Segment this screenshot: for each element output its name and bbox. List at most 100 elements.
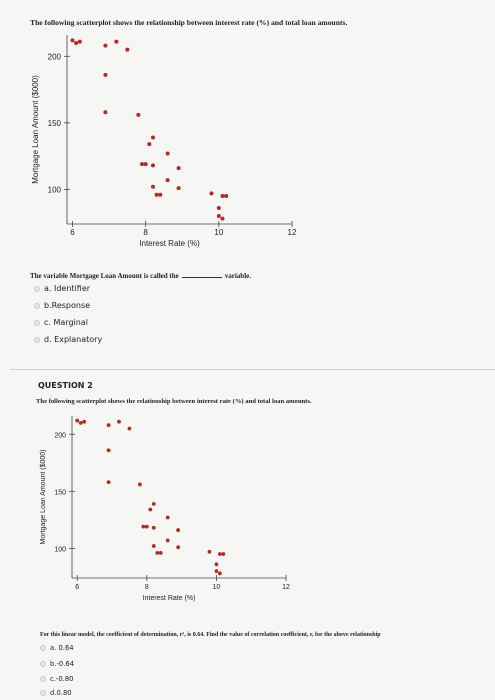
data-point [103, 43, 108, 48]
data-point [176, 528, 181, 532]
y-tick-label: 150 [54, 489, 66, 496]
data-point [136, 112, 141, 117]
data-point [176, 166, 181, 171]
data-point [74, 40, 79, 45]
x-axis-label: Interest Rate (%) [143, 595, 196, 602]
data-point [158, 551, 163, 555]
option-label: a. 0.64 [50, 644, 74, 652]
radio-button[interactable] [40, 676, 46, 682]
data-point [106, 480, 111, 485]
data-point [106, 448, 111, 453]
data-point [151, 501, 156, 506]
data-point [141, 524, 146, 529]
stem-text-after: variable. [224, 272, 251, 280]
data-point [78, 420, 83, 425]
data-point [70, 38, 75, 43]
data-point [114, 39, 119, 44]
radio-button[interactable] [40, 690, 46, 696]
data-point [103, 110, 108, 115]
option-label: b.Response [44, 301, 91, 310]
q2-option-a[interactable]: a. 0.64 [40, 644, 74, 652]
data-point [106, 423, 111, 428]
data-point [176, 545, 181, 550]
option-label: c.-0.80 [50, 675, 74, 683]
data-point [176, 186, 181, 191]
y-tick-label: 100 [48, 185, 62, 194]
radio-button[interactable] [34, 302, 40, 309]
data-point [82, 419, 87, 424]
data-point [148, 507, 153, 512]
scatterplot-question1: 100 150 200 6 8 10 12 Interest Rate (%) Mortgage… [31, 35, 297, 248]
option-label: a. Identifier [44, 284, 91, 293]
x-tick-label: 8 [145, 584, 149, 591]
radio-button[interactable] [40, 645, 46, 651]
data-point [147, 142, 152, 147]
question1-stem: The variable Mortgage Loan Amount is cal… [30, 270, 251, 280]
option-label: c. Marginal [44, 318, 88, 327]
data-point [151, 525, 156, 530]
y-axis-label: Mortgage Loan Amount ($000) [31, 75, 40, 184]
data-point [216, 214, 221, 219]
y-tick-label: 100 [54, 546, 66, 553]
radio-button[interactable] [34, 285, 40, 292]
q2-option-b[interactable]: b.-0.64 [40, 660, 74, 668]
data-point [220, 194, 225, 199]
data-point [217, 552, 222, 556]
x-tick-label: 12 [288, 228, 297, 237]
question2-prompt: The following scatterplot shows the rela… [36, 398, 312, 405]
data-point [221, 552, 226, 556]
scatterplot-question2: 100 150 200 6 8 10 12 Interest Rate (%) Mortgage… [40, 416, 290, 602]
option-label: d. Explanatory [44, 335, 103, 344]
x-tick-label: 12 [282, 584, 290, 591]
data-point [154, 192, 159, 197]
data-point [155, 551, 160, 555]
x-tick-label: 10 [213, 584, 221, 591]
q1-option-a[interactable]: a. Identifier [34, 284, 90, 293]
data-point [103, 72, 108, 77]
x-tick-label: 6 [75, 584, 79, 591]
y-tick-label: 200 [54, 432, 66, 439]
data-point [165, 178, 170, 183]
radio-button[interactable] [34, 336, 40, 343]
q2-option-c[interactable]: c.-0.80 [40, 675, 73, 683]
data-point [125, 47, 130, 52]
section-divider [10, 369, 495, 370]
data-point [214, 562, 219, 567]
radio-button[interactable] [40, 661, 46, 667]
x-tick-label: 8 [143, 228, 148, 237]
data-point [77, 39, 82, 44]
x-tick-label: 6 [70, 228, 75, 237]
option-label: b.-0.64 [50, 660, 75, 668]
data-point [165, 515, 170, 520]
stem-text-before: The variable Mortgage Loan Amount is cal… [30, 272, 179, 280]
data-point [150, 135, 155, 140]
data-point [158, 192, 163, 197]
data-point [144, 524, 149, 529]
x-axis-label: Interest Rate (%) [139, 239, 200, 248]
data-point [216, 206, 221, 211]
data-point [165, 538, 170, 543]
q1-option-c[interactable]: c. Marginal [34, 318, 88, 327]
data-point [151, 544, 156, 548]
data-point [127, 426, 132, 431]
data-point [224, 194, 229, 199]
data-point [207, 549, 212, 554]
y-tick-label: 200 [48, 52, 62, 61]
data-point [214, 569, 219, 574]
data-point [209, 191, 214, 196]
data-point [143, 162, 148, 167]
y-axis-label: Mortgage Loan Amount ($000) [40, 450, 47, 545]
radio-button[interactable] [34, 319, 40, 326]
data-point [165, 151, 170, 156]
question1-prompt: The following scatterplot shows the rela… [30, 18, 348, 27]
q1-option-d[interactable]: d. Explanatory [34, 335, 102, 344]
x-tick-label: 10 [214, 228, 223, 237]
q2-option-d[interactable]: d.0.80 [40, 689, 72, 697]
q1-option-b[interactable]: b.Response [34, 301, 90, 310]
data-point [117, 419, 121, 424]
question2-title: QUESTION 2 [38, 381, 93, 390]
data-point [220, 216, 225, 221]
data-point [150, 163, 155, 168]
answer-blank [181, 270, 222, 278]
data-point [217, 571, 222, 576]
